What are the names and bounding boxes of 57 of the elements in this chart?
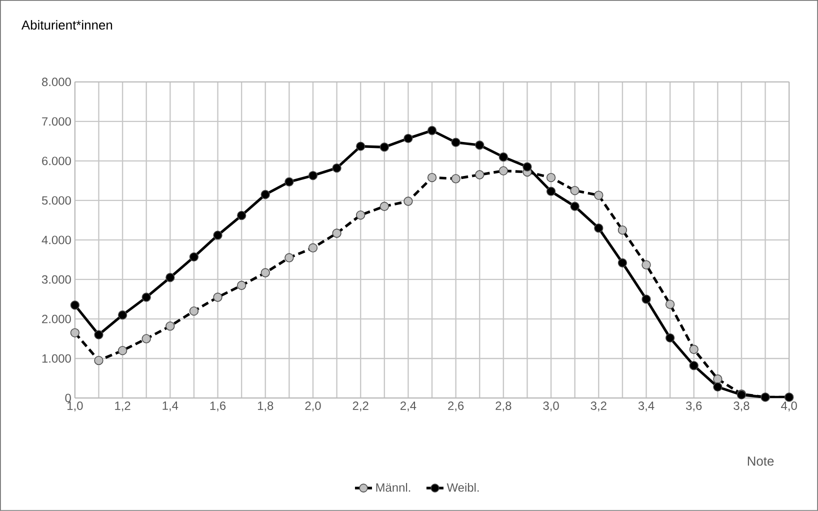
x-tick-label: 1,6	[210, 402, 226, 412]
x-tick-label: 3,6	[686, 402, 702, 412]
y-tick-label: 1.000	[42, 354, 71, 363]
x-tick-label: 2,8	[496, 402, 512, 412]
point	[451, 138, 460, 147]
y-tick-label: 3.000	[42, 275, 71, 284]
x-axis-title: Note	[748, 456, 774, 466]
point	[498, 152, 508, 162]
x-tick-label: 2,0	[305, 402, 321, 412]
legend-label: Weibl.	[446, 483, 479, 492]
point	[427, 126, 437, 136]
x-tick-label: 1,4	[162, 402, 178, 412]
y-tick-label: 6.000	[42, 156, 71, 166]
point	[142, 292, 151, 302]
point	[189, 252, 199, 262]
point	[356, 142, 366, 151]
chart-title: Abiturient*innen	[21, 20, 112, 30]
x-tick-label: 1,2	[115, 402, 130, 412]
point	[689, 361, 698, 370]
x-tick-label: 3,8	[734, 402, 750, 412]
x-tick-label: 3,0	[543, 402, 559, 412]
point	[70, 300, 80, 310]
point	[522, 162, 532, 172]
point	[475, 140, 484, 150]
point	[118, 310, 128, 320]
point	[618, 258, 628, 268]
x-tick-label: 2,6	[448, 402, 464, 412]
point	[284, 177, 294, 186]
y-tick-label: 7.000	[42, 117, 71, 126]
x-tick-label: 2,4	[400, 402, 416, 412]
point	[236, 210, 246, 220]
point	[308, 171, 318, 180]
point	[166, 272, 175, 282]
x-tick-label: 1,8	[258, 402, 274, 412]
y-tick-label: 2.000	[42, 314, 71, 324]
x-tick-label: 2,2	[352, 402, 368, 412]
x-tick-label: 4,0	[781, 402, 797, 412]
point	[570, 202, 580, 211]
y-tick-label: 8.000	[42, 78, 71, 86]
y-tick-label: 5.000	[42, 196, 71, 205]
point	[332, 164, 342, 173]
point	[713, 382, 722, 392]
point	[260, 190, 270, 200]
point	[404, 134, 413, 144]
point	[642, 294, 651, 304]
x-tick-label: 3,4	[638, 402, 654, 412]
point	[380, 142, 389, 152]
legend-label: Männl.	[376, 483, 410, 492]
y-tick-label: 0	[65, 394, 71, 402]
point	[213, 230, 222, 240]
y-tick-label: 4.000	[42, 236, 71, 244]
point	[94, 330, 104, 340]
x-tick-label: 1,0	[68, 402, 83, 412]
point	[665, 333, 675, 343]
x-tick-label: 3,2	[590, 402, 606, 412]
point	[594, 224, 604, 233]
point	[546, 186, 556, 196]
